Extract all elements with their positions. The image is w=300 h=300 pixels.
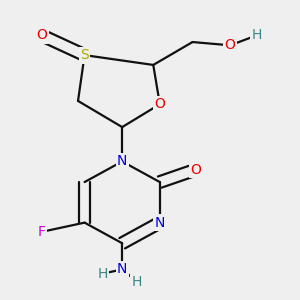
Text: N: N [117,262,128,276]
Text: O: O [154,97,165,111]
Text: O: O [225,38,236,52]
Text: O: O [190,163,201,177]
Text: S: S [80,48,89,62]
Text: N: N [154,216,165,230]
Text: H: H [132,274,142,289]
Text: F: F [38,225,46,239]
Text: O: O [37,28,47,43]
Text: H: H [251,28,262,43]
Text: H: H [98,267,108,281]
Text: N: N [117,154,128,169]
